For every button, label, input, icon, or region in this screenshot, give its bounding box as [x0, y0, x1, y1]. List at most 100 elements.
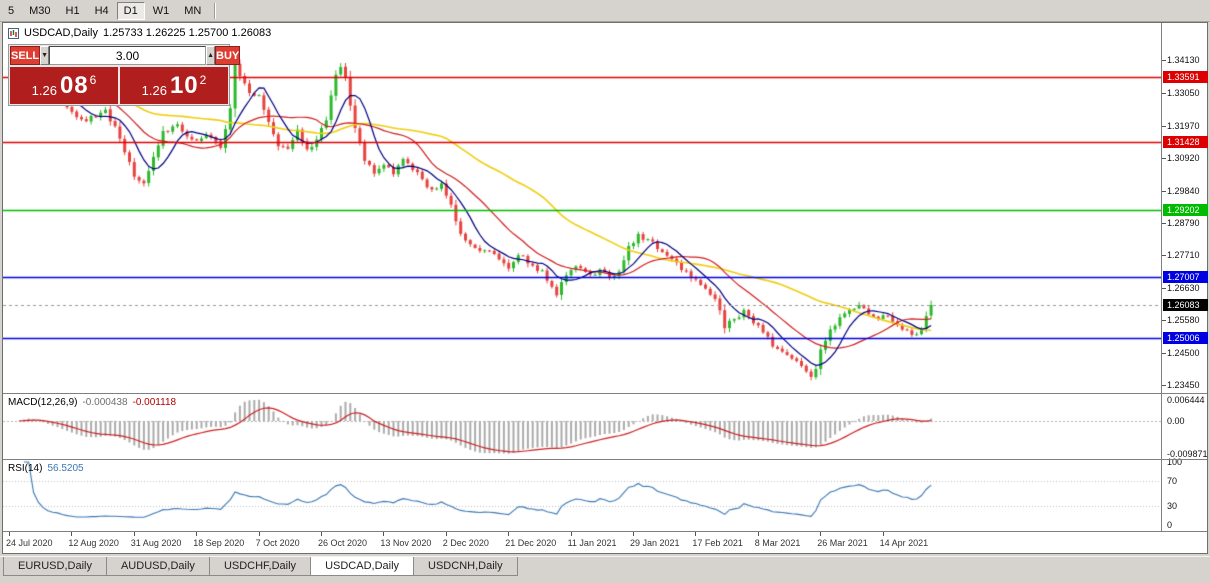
date-axis-label: 26 Mar 2021 — [817, 538, 868, 548]
macd-name: MACD(12,26,9) — [8, 397, 78, 408]
price-axis-label: 1.30920 — [1167, 152, 1200, 163]
price-axis-tick — [1162, 385, 1166, 386]
timeframe-button-h4[interactable]: H4 — [94, 4, 109, 17]
date-axis-tick — [134, 532, 135, 536]
price-axis-tick — [1162, 126, 1166, 127]
date-axis-label: 14 Apr 2021 — [879, 538, 929, 548]
rsi-indicator-label: RSI(14) 56.5205 — [8, 463, 84, 474]
price-axis-label: 1.26630 — [1167, 283, 1200, 294]
date-axis-label: 21 Dec 2020 — [505, 538, 557, 548]
date-axis-tick — [9, 532, 10, 536]
tab-eurusd-daily[interactable]: EURUSD,Daily — [3, 557, 107, 576]
date-axis-tick — [446, 532, 447, 536]
date-axis-label: 29 Jan 2021 — [630, 538, 680, 548]
date-axis-tick — [383, 532, 384, 536]
one-click-trading-panel: SELL ▼ ▲ BUY 1.26 08 6 1.26 10 2 — [8, 44, 241, 106]
symbol-period-label: USDCAD,Daily — [24, 27, 98, 39]
ask-pips: 10 — [169, 71, 199, 99]
ask-pipette: 2 — [199, 73, 207, 87]
date-axis-tick — [571, 532, 572, 536]
rsi-axis-label: 70 — [1167, 475, 1178, 486]
price-axis[interactable]: 1.34130 1.33050 1.31970 1.30920 1.29840 1.287… — [1161, 23, 1208, 531]
macd-signal-value: -0.001118 — [132, 397, 177, 408]
price-axis-label: 1.28790 — [1167, 217, 1200, 228]
rsi-axis-label: 100 — [1167, 457, 1183, 467]
chart-window: USDCAD,Daily 1.25733 1.26225 1.25700 1.2… — [2, 22, 1208, 554]
price-axis-label: 1.27710 — [1167, 250, 1200, 261]
spin-up-icon: ▲ — [207, 52, 214, 59]
price-axis-tick — [1162, 223, 1166, 224]
price-level-badge: 1.27007 — [1163, 270, 1208, 283]
price-level-badge: 1.33591 — [1163, 70, 1208, 83]
rsi-name: RSI(14) — [8, 463, 43, 474]
date-axis-label: 12 Aug 2020 — [68, 538, 119, 548]
price-level-badge: 1.31428 — [1163, 136, 1208, 149]
timeframe-button-w1[interactable]: W1 — [152, 4, 170, 17]
sell-button[interactable]: SELL — [10, 46, 41, 65]
rsi-pane-separator[interactable] — [3, 459, 1207, 460]
rsi-axis-label: 30 — [1167, 501, 1178, 512]
timeframe-button-d1[interactable]: D1 — [116, 1, 145, 20]
ask-big-figure: 1.26 — [141, 82, 167, 98]
bid-price-display[interactable]: 1.26 08 6 — [10, 67, 118, 104]
date-axis-tick — [71, 532, 72, 536]
spin-down-icon: ▼ — [41, 52, 49, 59]
price-axis-tick — [1162, 93, 1166, 94]
date-axis-label: 24 Jul 2020 — [6, 538, 53, 548]
timeframe-button-5[interactable]: 5 — [8, 4, 15, 17]
bid-pips: 08 — [59, 71, 89, 99]
price-axis-label: 1.25580 — [1167, 315, 1200, 326]
timeframe-toolbar: 5 M30 H1 H4 D1 W1 MN — [0, 0, 1210, 22]
date-axis-label: 26 Oct 2020 — [318, 538, 368, 548]
date-axis-label: 11 Jan 2021 — [567, 538, 617, 548]
chart-title-overlay: USDCAD,Daily 1.25733 1.26225 1.25700 1.2… — [8, 27, 271, 39]
timeframe-button-h1[interactable]: H1 — [65, 4, 80, 17]
price-level-badge: 1.25006 — [1163, 331, 1208, 344]
date-axis-label: 8 Mar 2021 — [754, 538, 801, 548]
lot-increase-button[interactable]: ▲ — [206, 46, 215, 65]
date-axis-label: 7 Oct 2020 — [255, 538, 300, 548]
price-axis-tick — [1162, 353, 1166, 354]
date-axis-label: 31 Aug 2020 — [130, 538, 182, 548]
tab-usdcad-daily[interactable]: USDCAD,Daily — [310, 557, 415, 576]
date-axis-tick — [259, 532, 260, 536]
date-axis[interactable]: 24 Jul 2020 12 Aug 2020 31 Aug 2020 18 Sep … — [3, 531, 1207, 553]
date-axis-tick — [508, 532, 509, 536]
tab-usdchf-daily[interactable]: USDCHF,Daily — [208, 557, 312, 576]
price-axis-tick — [1162, 60, 1166, 61]
rsi-axis-label: 0 — [1167, 520, 1173, 530]
toolbar-separator — [214, 2, 217, 19]
buy-button[interactable]: BUY — [215, 46, 241, 65]
chart-icon — [8, 27, 19, 39]
tab-audusd-daily[interactable]: AUDUSD,Daily — [105, 557, 210, 576]
price-axis-tick — [1162, 191, 1166, 192]
date-axis-tick — [695, 532, 696, 536]
date-axis-tick — [883, 532, 884, 536]
date-axis-tick — [633, 532, 634, 536]
tab-usdcnh-daily[interactable]: USDCNH,Daily — [413, 557, 518, 576]
price-axis-tick — [1162, 255, 1166, 256]
date-axis-tick — [321, 532, 322, 536]
lot-size-input[interactable] — [49, 46, 207, 65]
ohlc-values: 1.25733 1.26225 1.25700 1.26083 — [102, 27, 272, 39]
lot-decrease-button[interactable]: ▼ — [40, 46, 50, 65]
date-axis-label: 17 Feb 2021 — [692, 538, 743, 548]
macd-indicator-label: MACD(12,26,9) -0.000438 -0.001118 — [8, 397, 176, 408]
price-axis-label: 1.31970 — [1167, 120, 1200, 131]
price-axis-label: 1.33050 — [1167, 87, 1200, 98]
price-level-badge: 1.29202 — [1163, 204, 1208, 217]
chart-tabs-bar: EURUSD,Daily AUDUSD,Daily USDCHF,Daily USDC… — [0, 556, 1210, 577]
date-axis-label: 2 Dec 2020 — [442, 538, 489, 548]
date-axis-tick — [196, 532, 197, 536]
macd-axis-label: -0.009871 — [1167, 448, 1208, 459]
timeframe-button-m30[interactable]: M30 — [29, 4, 51, 17]
price-chart-canvas[interactable] — [3, 23, 1161, 531]
timeframe-button-mn[interactable]: MN — [184, 4, 202, 17]
macd-axis-label: 0.00 — [1167, 416, 1185, 427]
price-axis-label: 1.24500 — [1167, 348, 1200, 359]
ask-price-display[interactable]: 1.26 10 2 — [120, 67, 228, 104]
price-axis-tick — [1162, 320, 1166, 321]
macd-main-value: -0.000438 — [82, 397, 128, 408]
macd-pane-separator[interactable] — [3, 393, 1207, 394]
date-axis-tick — [820, 532, 821, 536]
